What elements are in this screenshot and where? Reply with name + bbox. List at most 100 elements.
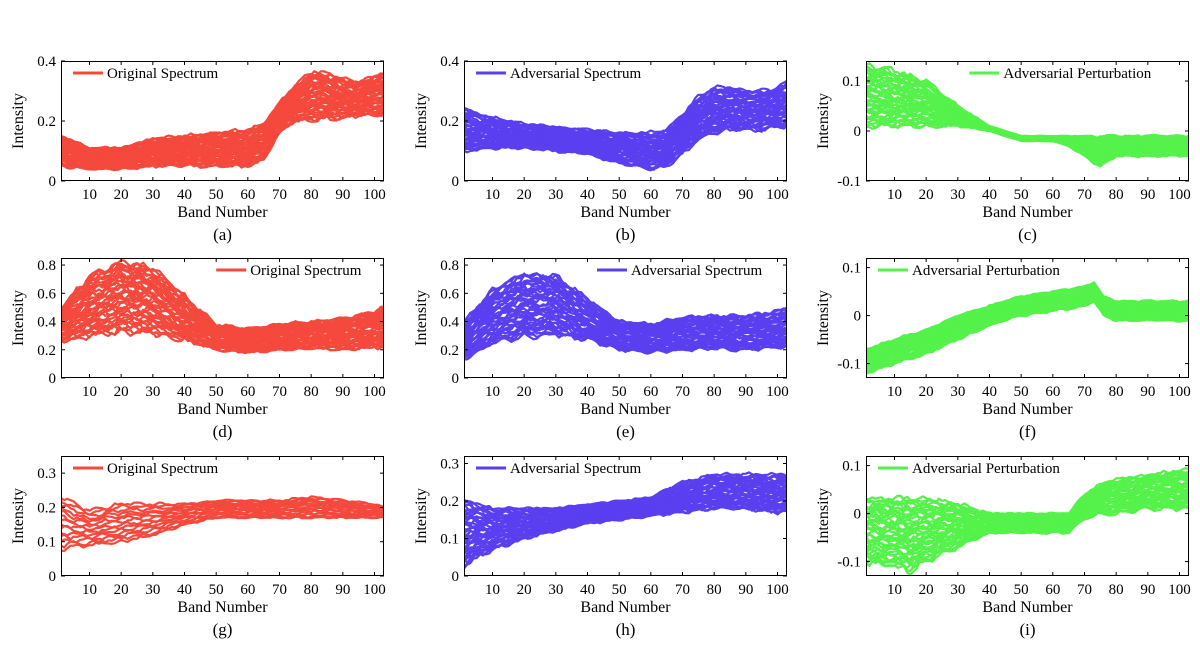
x-tick-label: 30 (145, 187, 160, 203)
y-axis-title: Intensity (413, 290, 430, 346)
x-tick-label: 30 (548, 384, 563, 400)
legend-label: Adversarial Perturbation (912, 461, 1060, 477)
legend-label: Original Spectrum (250, 263, 362, 279)
y-tick-label: 0.8 (37, 258, 56, 274)
x-tick-label: 50 (209, 384, 224, 400)
chart-b: 10 20 30 40 50 60 70 80 90 100 0 0.2 0.4 Band Number I… (413, 54, 789, 244)
panel-caption: (c) (1018, 225, 1037, 244)
y-tick-label: 0 (452, 174, 460, 190)
spectrum-line (464, 482, 787, 525)
panel-caption: (g) (213, 620, 233, 639)
spectrum-line (61, 509, 384, 538)
spectrum-line (61, 506, 384, 531)
y-tick-label: 0 (49, 569, 57, 585)
y-tick-label: 0 (49, 174, 57, 190)
x-tick-label: 30 (950, 582, 965, 598)
chart-a: 10 20 30 40 50 60 70 80 90 100 0 0.2 0.4 Band Number I… (10, 54, 386, 244)
x-tick-label: 20 (114, 187, 129, 203)
chart-h: 10 20 30 40 50 60 70 80 90 100 0 0.1 0.2 0.3 Band Numb… (413, 456, 789, 639)
x-tick-label: 90 (335, 384, 350, 400)
x-tick-label: 30 (950, 384, 965, 400)
series-group (61, 495, 384, 552)
y-tick-label: 0.3 (37, 466, 56, 482)
y-tick-label: 0.1 (842, 261, 861, 277)
series-group (866, 281, 1189, 375)
chart-e: 10 20 30 40 50 60 70 80 90 100 0 0.2 0.4 0.6 0.8 Band N… (413, 258, 789, 441)
x-tick-label: 100 (766, 187, 789, 203)
spectrum-line (61, 262, 384, 331)
x-tick-label: 70 (675, 384, 690, 400)
x-tick-label: 10 (82, 384, 97, 400)
series-group (464, 471, 787, 570)
y-tick-label: 0 (452, 371, 460, 387)
x-tick-label: 60 (240, 187, 255, 203)
x-tick-label: 20 (114, 384, 129, 400)
x-tick-label: 80 (304, 187, 319, 203)
spectrum-line (866, 489, 1189, 543)
x-tick-label: 100 (363, 582, 386, 598)
x-tick-label: 20 (517, 384, 532, 400)
x-tick-label: 70 (1077, 582, 1092, 598)
y-tick-label: 0.4 (440, 315, 459, 331)
spectrum-line (464, 288, 787, 335)
y-axis-title: Intensity (10, 488, 27, 544)
plot-frame (464, 456, 787, 576)
x-tick-label: 50 (612, 384, 627, 400)
y-tick-label: 0 (854, 124, 862, 140)
spectrum-line (464, 493, 787, 546)
y-tick-label: 0.1 (440, 532, 459, 548)
x-tick-label: 10 (485, 384, 500, 400)
y-tick-label: 0 (854, 507, 862, 523)
spectrum-line (61, 94, 384, 162)
x-tick-label: 70 (272, 384, 287, 400)
spectrum-line (464, 79, 787, 136)
y-tick-label: -0.1 (837, 357, 861, 373)
spectrum-line (61, 259, 384, 331)
y-tick-label: 0 (49, 371, 57, 387)
x-tick-label: 50 (1014, 384, 1029, 400)
y-tick-label: 0.8 (440, 258, 459, 274)
x-tick-label: 80 (707, 187, 722, 203)
x-axis-title: Band Number (177, 599, 268, 616)
x-tick-label: 90 (335, 187, 350, 203)
x-tick-label: 40 (982, 384, 997, 400)
spectrum-line (464, 503, 787, 564)
spectrum-line (61, 272, 384, 334)
y-tick-label: 0 (854, 309, 862, 325)
x-tick-label: 10 (887, 384, 902, 400)
y-axis-title: Intensity (10, 93, 27, 149)
x-tick-label: 30 (145, 384, 160, 400)
x-tick-label: 40 (177, 187, 192, 203)
y-tick-label: 0.2 (440, 494, 459, 510)
x-tick-label: 90 (1140, 384, 1155, 400)
x-tick-label: 30 (950, 187, 965, 203)
spectrum-line (464, 273, 787, 330)
legend-label: Adversarial Perturbation (912, 263, 1060, 279)
y-axis-title: Intensity (815, 93, 832, 149)
x-tick-label: 40 (177, 384, 192, 400)
spectrum-line (866, 281, 1189, 351)
x-tick-label: 100 (363, 187, 386, 203)
spectrum-line (464, 281, 787, 332)
series-group (464, 79, 787, 172)
plot-frame (464, 258, 787, 378)
x-axis-title: Band Number (982, 599, 1073, 616)
spectrum-line (61, 499, 384, 521)
panel-caption: (b) (616, 225, 636, 244)
x-tick-label: 70 (1077, 384, 1092, 400)
x-tick-label: 100 (1168, 384, 1191, 400)
y-tick-label: 0.4 (440, 54, 459, 70)
x-tick-label: 50 (612, 187, 627, 203)
legend-label: Adversarial Spectrum (631, 263, 763, 279)
y-axis-title: Intensity (10, 290, 27, 346)
x-tick-label: 30 (145, 582, 160, 598)
x-tick-label: 60 (643, 187, 658, 203)
x-tick-label: 10 (887, 582, 902, 598)
spectrum-line (464, 487, 787, 536)
y-tick-label: 0.6 (440, 286, 459, 302)
spectrum-line (866, 467, 1189, 516)
y-tick-label: 0.1 (37, 535, 56, 551)
spectrum-line (61, 497, 384, 516)
x-tick-label: 40 (580, 582, 595, 598)
